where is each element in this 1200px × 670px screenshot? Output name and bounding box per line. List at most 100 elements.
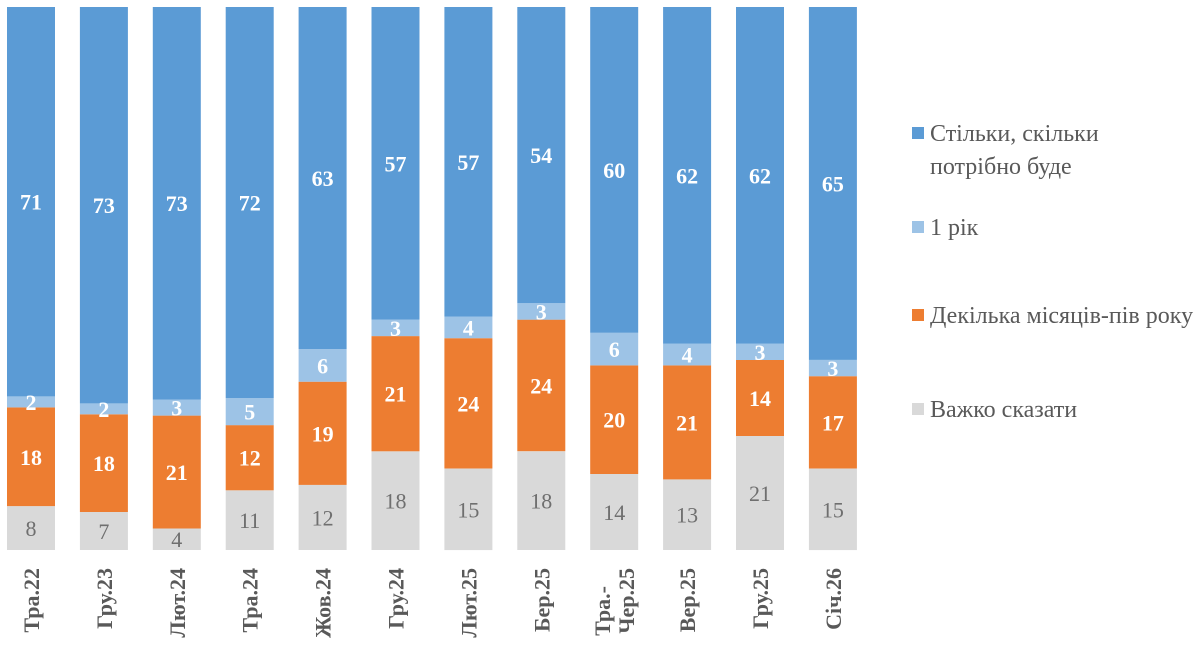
x-tick-label: Вер.25 [675,568,700,632]
data-label: 57 [385,151,407,176]
data-label: 8 [26,516,37,541]
bar-segment [663,365,712,480]
data-label: 63 [312,166,334,191]
legend-item-as-long-as-needed: Стільки, скільки потрібно буде [912,118,1195,184]
bar-segment [590,365,639,474]
x-tick-label: Бер.25 [529,568,554,632]
bar-segment [225,490,274,550]
data-label: 54 [530,143,552,168]
bar-segment [808,468,857,551]
data-label: 18 [20,445,42,470]
bar-segment [663,343,712,366]
legend-label: Важко сказати [930,397,1078,423]
data-label: 13 [676,503,698,528]
data-label: 73 [93,193,115,218]
bar-segment [736,360,784,436]
data-label: 6 [317,353,328,378]
bars-group [7,7,857,551]
data-label: 60 [603,158,625,183]
data-label: 11 [239,508,260,533]
bar-segment [590,7,639,333]
x-tick-label-line: Гру.24 [384,568,409,629]
x-tick-label-line: Гру.23 [92,568,117,629]
legend-swatch-icon [912,403,924,415]
data-label: 24 [457,391,479,416]
data-label: 4 [682,343,693,368]
bar-segment [79,414,128,512]
bar-segment [371,7,420,320]
x-tick-label: Гру.23 [92,568,117,629]
legend-label: 1 рік [930,215,979,241]
bar-segment [444,338,493,469]
x-tick-label: Жов.24 [311,568,336,638]
data-label: 21 [749,481,771,506]
data-label: 4 [171,527,182,552]
bar-segment [7,506,55,550]
x-tick-label-line: Тра.- [590,586,615,636]
x-tick-label: Тра.24 [238,568,263,633]
bar-segment [444,468,493,551]
bar-segment [663,7,712,344]
legend-label: Стільки, скільки потрібно буде [930,121,1099,180]
bar-segment [298,7,347,350]
x-tick-label-line: Тра.24 [238,568,263,633]
bar-segment [517,7,566,304]
x-tick-label: Лют.25 [456,568,481,638]
value-labels-group: 8182717182734213731112572121966318213571… [20,143,844,552]
data-label: 65 [822,172,844,197]
bar-segment [7,396,55,408]
x-tick-label: Лют.24 [165,568,190,638]
x-axis-tick-labels: Тра.22 Гру.23 Лют.24 Тра.24 Жов.24 Гру.24 Лют.… [19,568,846,638]
bar-segment [225,398,274,426]
x-tick-label-line: Гру.25 [748,568,773,629]
data-label: 71 [20,190,42,215]
bar-segment [444,7,493,317]
data-label: 2 [26,390,37,415]
x-tick-label-line: Жов.24 [311,568,336,638]
bar-segment [298,484,347,550]
data-label: 24 [530,374,552,399]
bar-segment [225,425,274,491]
x-tick-label: Гру.24 [384,568,409,629]
data-label: 21 [166,460,188,485]
x-tick-label: Тра.-Чер.25 [590,568,639,636]
x-tick-label-line: Тра.22 [19,568,44,633]
bar-segment [371,319,420,337]
bar-segment [663,479,712,550]
x-tick-label: Тра.22 [19,568,44,633]
data-label: 17 [822,410,844,435]
data-label: 6 [609,337,620,362]
data-label: 15 [822,497,844,522]
bar-segment [225,7,274,398]
data-label: 15 [457,497,479,522]
data-label: 3 [755,340,766,365]
bar-segment [517,303,566,320]
bar-segment [517,451,566,550]
bar-segment [7,7,55,397]
data-label: 3 [536,299,547,324]
x-tick-label-line: Лют.24 [165,568,190,638]
x-tick-label: Гру.25 [748,568,773,629]
data-label: 12 [239,446,261,471]
data-label: 62 [749,163,771,188]
bar-segment [79,403,128,415]
data-label: 62 [676,163,698,188]
bar-segment [808,7,857,360]
data-label: 57 [457,150,479,175]
x-tick-label-line: Лют.25 [456,568,481,638]
data-label: 72 [239,191,261,216]
legend-item-one-year: 1 рік [912,212,1195,245]
legend-item-hard-to-say: Важко сказати [912,394,1195,427]
x-tick-label-line: Вер.25 [675,568,700,632]
bar-segment [79,512,128,550]
data-label: 3 [827,356,838,381]
data-label: 12 [312,505,334,530]
data-label: 2 [98,397,109,422]
legend-swatch-icon [912,221,924,233]
data-label: 20 [603,408,625,433]
x-tick-label: Січ.26 [821,568,846,630]
data-label: 14 [749,386,771,411]
bar-segment [152,399,201,416]
bar-segment [298,349,347,382]
bar-segment [371,451,420,550]
